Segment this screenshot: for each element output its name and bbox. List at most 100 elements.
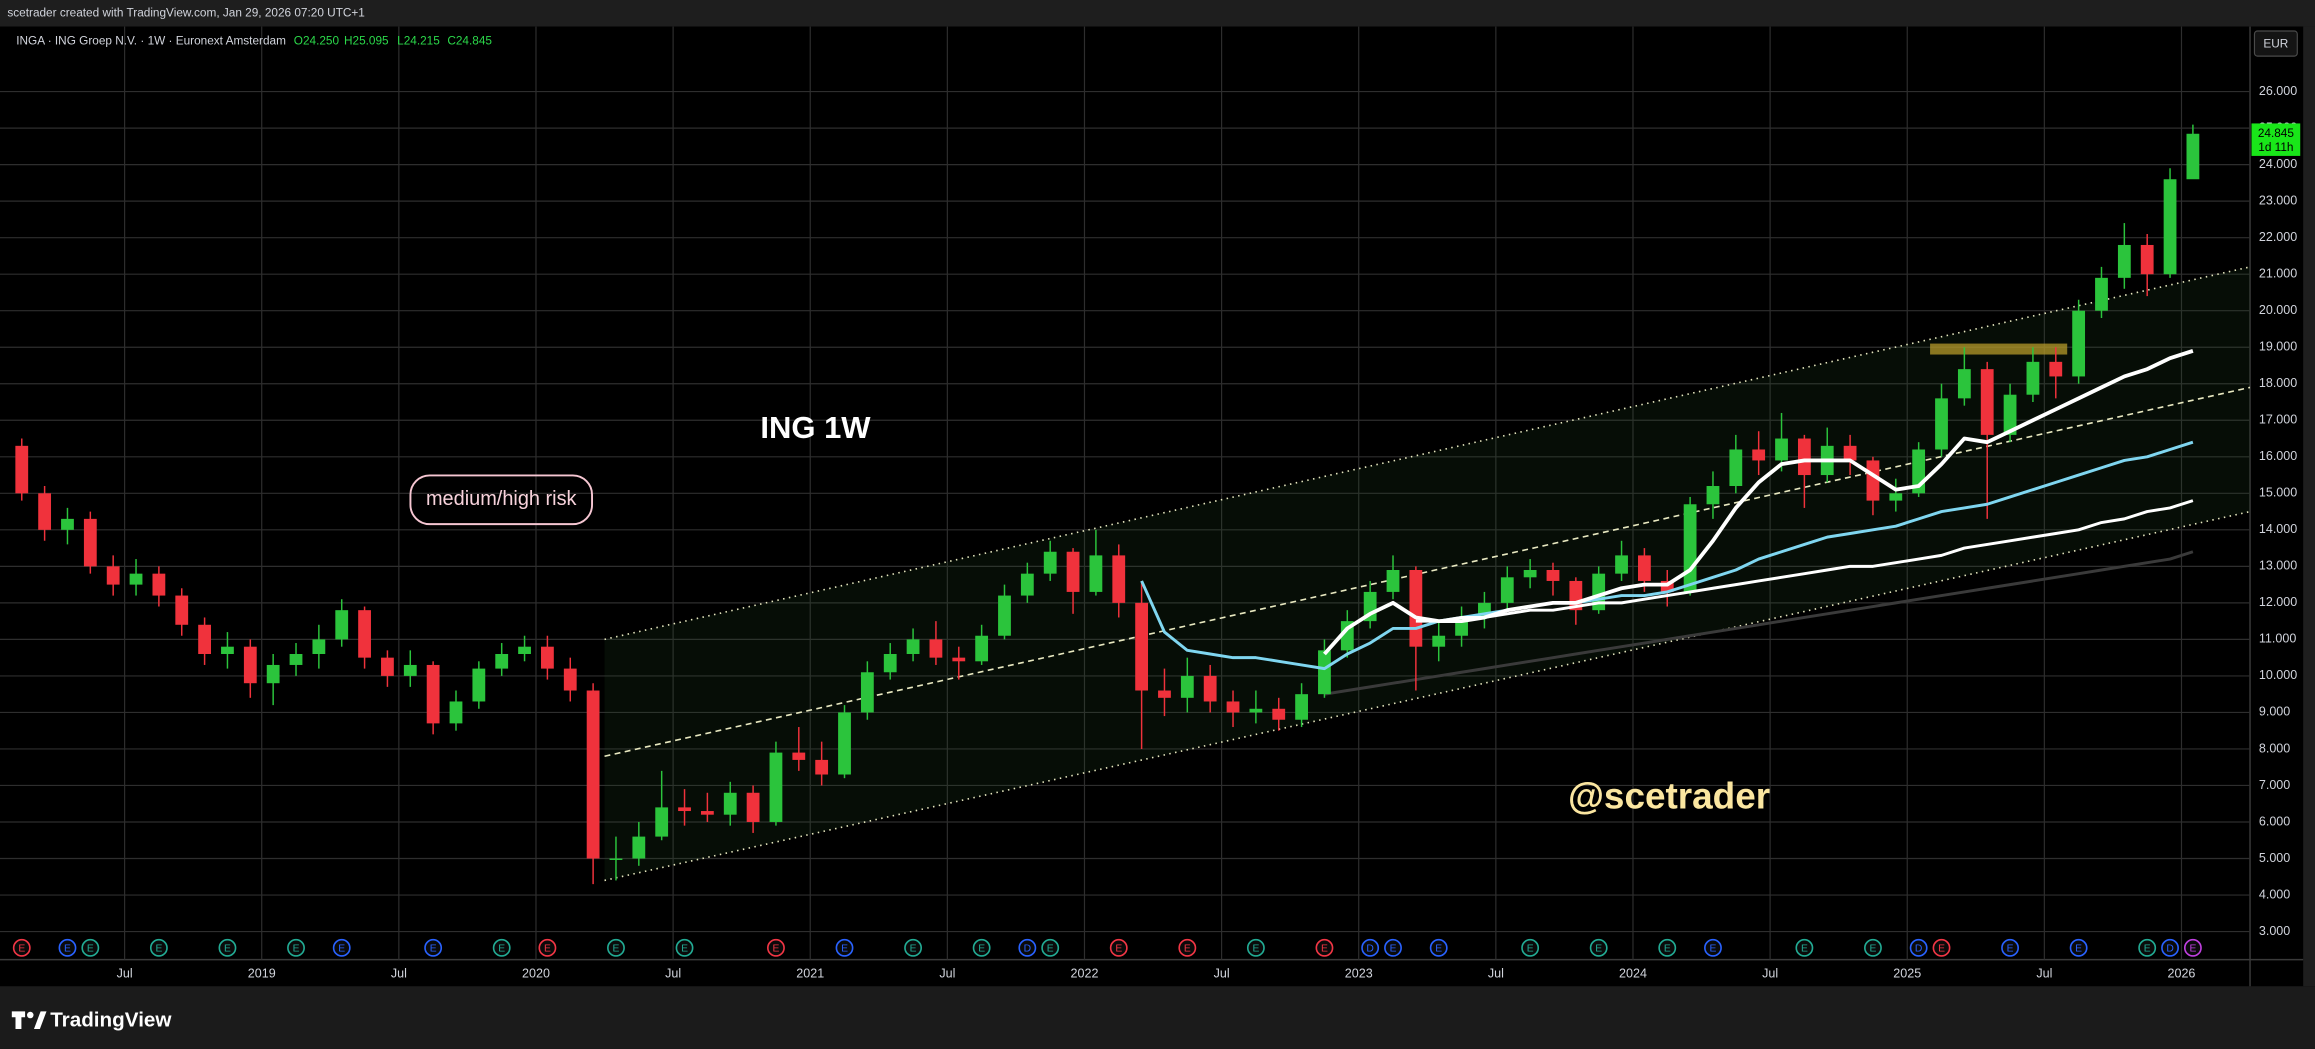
candle-body xyxy=(1135,602,1149,691)
event-marker xyxy=(675,938,694,957)
logo-dot xyxy=(27,1011,34,1019)
event-label: E xyxy=(910,943,917,954)
event-label: E xyxy=(64,943,71,954)
candle-body xyxy=(358,610,371,658)
candle-body xyxy=(38,493,52,530)
candle-body xyxy=(175,595,189,625)
resistance-zone xyxy=(1930,343,2068,355)
moving-average xyxy=(1323,349,2194,656)
channel-middle xyxy=(604,386,2251,758)
candle-body xyxy=(2003,394,2017,435)
event-marker xyxy=(1384,938,1402,957)
y-tick-label: 7.000 xyxy=(2259,778,2290,792)
y-tick-label: 5.000 xyxy=(2259,851,2290,865)
x-tick-label: Jul xyxy=(1488,967,1504,981)
candle-body xyxy=(1432,635,1446,647)
event-label: E xyxy=(2189,943,2196,954)
symbol-legend: INGA · ING Groep N.V. · 1W · Euronext Am… xyxy=(16,33,286,47)
event-marker xyxy=(538,938,557,957)
candle-body xyxy=(2140,244,2154,275)
event-marker xyxy=(218,938,237,957)
event-label: E xyxy=(1047,943,1054,954)
candle-body xyxy=(152,573,166,596)
candle-body xyxy=(61,518,74,530)
event-marker xyxy=(12,938,31,957)
event-marker xyxy=(1589,938,1608,957)
candle-body xyxy=(883,653,897,673)
candle-body xyxy=(2163,179,2177,275)
x-tick-label: 2025 xyxy=(1893,967,1921,981)
event-label: E xyxy=(87,943,94,954)
event-label: E xyxy=(498,943,505,954)
event-label: E xyxy=(773,943,780,954)
candle-body xyxy=(792,752,806,760)
event-marker xyxy=(2001,938,2020,957)
candle-body xyxy=(655,807,669,837)
event-label: E xyxy=(293,943,300,954)
x-tick-label: Jul xyxy=(391,967,407,981)
chart-background xyxy=(0,26,2315,987)
y-tick-label: 11.000 xyxy=(2259,632,2296,646)
candle-body xyxy=(906,639,920,654)
y-tick-label: 23.000 xyxy=(2259,193,2297,207)
event-label: D xyxy=(1024,943,1031,954)
logo-shape xyxy=(33,1011,47,1030)
risk-box xyxy=(409,474,593,526)
currency-box[interactable] xyxy=(2253,30,2298,57)
y-tick-label: 3.000 xyxy=(2259,924,2290,938)
candle-body xyxy=(541,646,554,669)
candle-body xyxy=(1249,708,1263,713)
candle-body xyxy=(815,759,829,775)
x-tick-label: Jul xyxy=(1214,967,1230,981)
y-tick-label: 6.000 xyxy=(2259,814,2290,828)
watermark: @scetrader xyxy=(1568,775,1770,816)
candle-body xyxy=(838,712,851,775)
candle-body xyxy=(1409,570,1423,647)
legend-low: L24.215 xyxy=(397,33,440,47)
logo-shape xyxy=(11,1011,26,1030)
x-tick-label: Jul xyxy=(665,967,681,981)
event-label: E xyxy=(1252,943,1259,954)
event-marker xyxy=(1315,938,1334,957)
candle-body xyxy=(1729,449,1743,487)
y-tick-label: 12.000 xyxy=(2259,595,2297,609)
candle-body xyxy=(1112,555,1126,603)
candle-body xyxy=(83,518,97,567)
event-marker xyxy=(424,938,443,957)
event-label: E xyxy=(1595,943,1602,954)
event-label: E xyxy=(1801,943,1808,954)
brand-name[interactable]: TradingView xyxy=(50,1008,172,1031)
legend-high: H25.095 xyxy=(344,33,389,47)
brand-logo xyxy=(11,1011,47,1030)
candle-body xyxy=(2095,277,2108,311)
event-label: E xyxy=(2144,943,2151,954)
event-marker xyxy=(1864,938,1882,957)
candle-body xyxy=(586,690,600,859)
event-label: E xyxy=(978,943,985,954)
y-tick-label: 8.000 xyxy=(2259,741,2290,755)
y-tick-label: 20.000 xyxy=(2259,303,2297,317)
event-marker xyxy=(1109,938,1128,957)
candle-body xyxy=(15,445,29,494)
event-label: E xyxy=(1527,943,1534,954)
candle-body xyxy=(1957,369,1971,399)
last-price-label: 24.845 xyxy=(2258,126,2295,140)
candle-body xyxy=(266,664,280,684)
event-marker xyxy=(149,938,168,957)
y-tick-label: 16.000 xyxy=(2259,449,2297,463)
candle-body xyxy=(860,672,874,713)
candle-body xyxy=(198,624,211,654)
x-tick-label: 2019 xyxy=(248,967,276,981)
candle-body xyxy=(335,610,349,640)
candle-body xyxy=(1066,551,1080,592)
event-marker xyxy=(1521,938,1540,957)
candle-body xyxy=(609,858,623,860)
candle-body xyxy=(1980,369,1994,435)
x-tick-label: 2026 xyxy=(2168,967,2196,981)
candle-body xyxy=(1843,445,1857,461)
candle-body xyxy=(1523,570,1537,578)
x-tick-label: Jul xyxy=(117,967,133,981)
currency-label[interactable]: EUR xyxy=(2263,36,2288,50)
